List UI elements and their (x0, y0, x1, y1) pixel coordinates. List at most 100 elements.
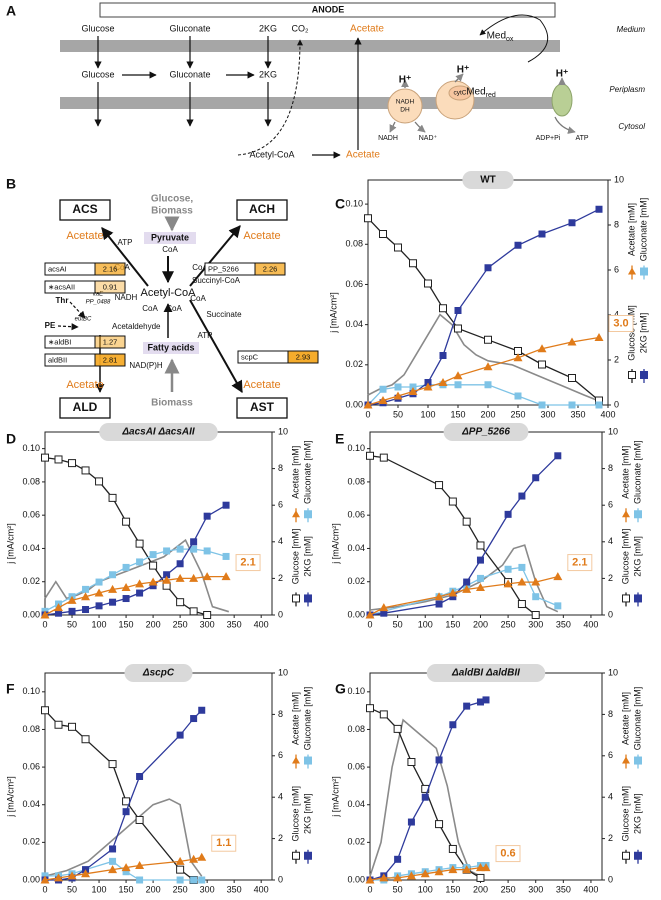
y2-tick-label: 4 (614, 309, 619, 319)
y2-tick-label: 6 (278, 500, 283, 510)
y-tick-label: 0.04 (347, 543, 365, 553)
point (54, 455, 63, 464)
y-tick-label: 0.04 (345, 319, 363, 329)
point (476, 574, 484, 582)
label: CoA (142, 304, 158, 313)
point (435, 600, 443, 608)
y2-tick-label: 10 (608, 667, 618, 677)
point (448, 865, 458, 874)
point (407, 758, 416, 767)
panel-letter: C (335, 196, 345, 212)
point (203, 512, 211, 520)
annotation-box (211, 834, 237, 852)
gene-value: 2.26 (263, 264, 278, 273)
point (189, 607, 198, 616)
point (95, 578, 103, 586)
annotation-box (608, 315, 634, 332)
point (108, 584, 118, 593)
point (594, 333, 604, 341)
legend-marker (622, 851, 630, 860)
label: Succinate (206, 310, 242, 319)
point (394, 243, 402, 252)
point (190, 876, 198, 884)
y2-tick-label: 0 (278, 609, 283, 619)
panel-letter: F (6, 681, 15, 697)
point (504, 510, 512, 518)
y2-tick-label: 8 (278, 463, 283, 473)
point (482, 696, 490, 704)
title-pill (443, 423, 529, 441)
label: Cytosol (618, 122, 645, 131)
label: ANODE (312, 4, 345, 14)
label: 2KG (259, 69, 277, 79)
series-line (367, 336, 600, 406)
annotation: 2.1 (240, 556, 255, 568)
x-tick-label: 0 (42, 884, 47, 894)
point (364, 214, 372, 223)
label: 2KG (259, 23, 277, 33)
point (54, 720, 63, 729)
point (434, 867, 444, 876)
point (176, 865, 185, 874)
point (67, 871, 77, 880)
point (55, 609, 63, 617)
subscript: ox (506, 36, 514, 43)
annotation-box (495, 845, 521, 863)
point (67, 595, 77, 604)
point (517, 577, 527, 586)
point (136, 589, 144, 597)
point (163, 547, 171, 555)
y-tick-label: 0.00 (22, 609, 40, 619)
current-line (44, 798, 203, 877)
panel-a-layout (60, 2, 576, 159)
y-tick-label: 0.06 (22, 510, 40, 520)
legend-marker (304, 756, 312, 765)
point (449, 721, 457, 729)
label: ATP (198, 331, 213, 340)
x-tick-label: 300 (528, 619, 543, 629)
point (379, 453, 388, 462)
point (122, 808, 130, 816)
point (176, 876, 184, 884)
point (503, 579, 513, 588)
point (513, 353, 523, 362)
x-tick-label: 300 (540, 409, 555, 419)
point (439, 304, 447, 313)
title-pill (462, 171, 514, 189)
x-tick-label: 100 (418, 619, 433, 629)
label: Medred (466, 87, 496, 99)
gene-name: aldBII (48, 355, 67, 364)
y2-tick-label: 0 (608, 609, 613, 619)
series-line (44, 856, 202, 881)
y2-tick-label: 6 (608, 500, 613, 510)
point (532, 474, 540, 482)
label: NAD⁺ (419, 135, 438, 142)
legend-marker (634, 756, 642, 765)
point (476, 556, 484, 564)
point (202, 572, 212, 581)
legend-marker (304, 851, 312, 860)
y2-tick-label: 6 (608, 750, 613, 760)
plot-frame (369, 672, 603, 881)
y-tick-label: 0.08 (347, 476, 365, 486)
y-tick-label: 0.08 (347, 724, 365, 734)
point (484, 381, 492, 389)
x-tick-label: 400 (600, 409, 615, 419)
label: ATP (118, 238, 133, 247)
x-tick-label: 400 (254, 619, 269, 629)
legend-label: 2KG [mM] (632, 536, 642, 577)
point (136, 876, 144, 884)
legend-label: Acetate [mM] (290, 692, 300, 745)
legend-label: 2KG [mM] (638, 313, 648, 354)
annotation: 2.1 (572, 556, 587, 568)
label: Thr (56, 296, 69, 305)
point (537, 344, 547, 353)
x-tick-label: 300 (200, 619, 215, 629)
gene-value: 2.93 (296, 352, 311, 361)
panel-letter: E (335, 431, 344, 447)
label: Glucose (81, 23, 114, 33)
label: PE (45, 321, 56, 330)
y-axis-label: j [mA/cm²] (330, 776, 340, 818)
gene-value: 0.91 (103, 282, 118, 291)
legend-label: 2KG [mM] (632, 794, 642, 835)
